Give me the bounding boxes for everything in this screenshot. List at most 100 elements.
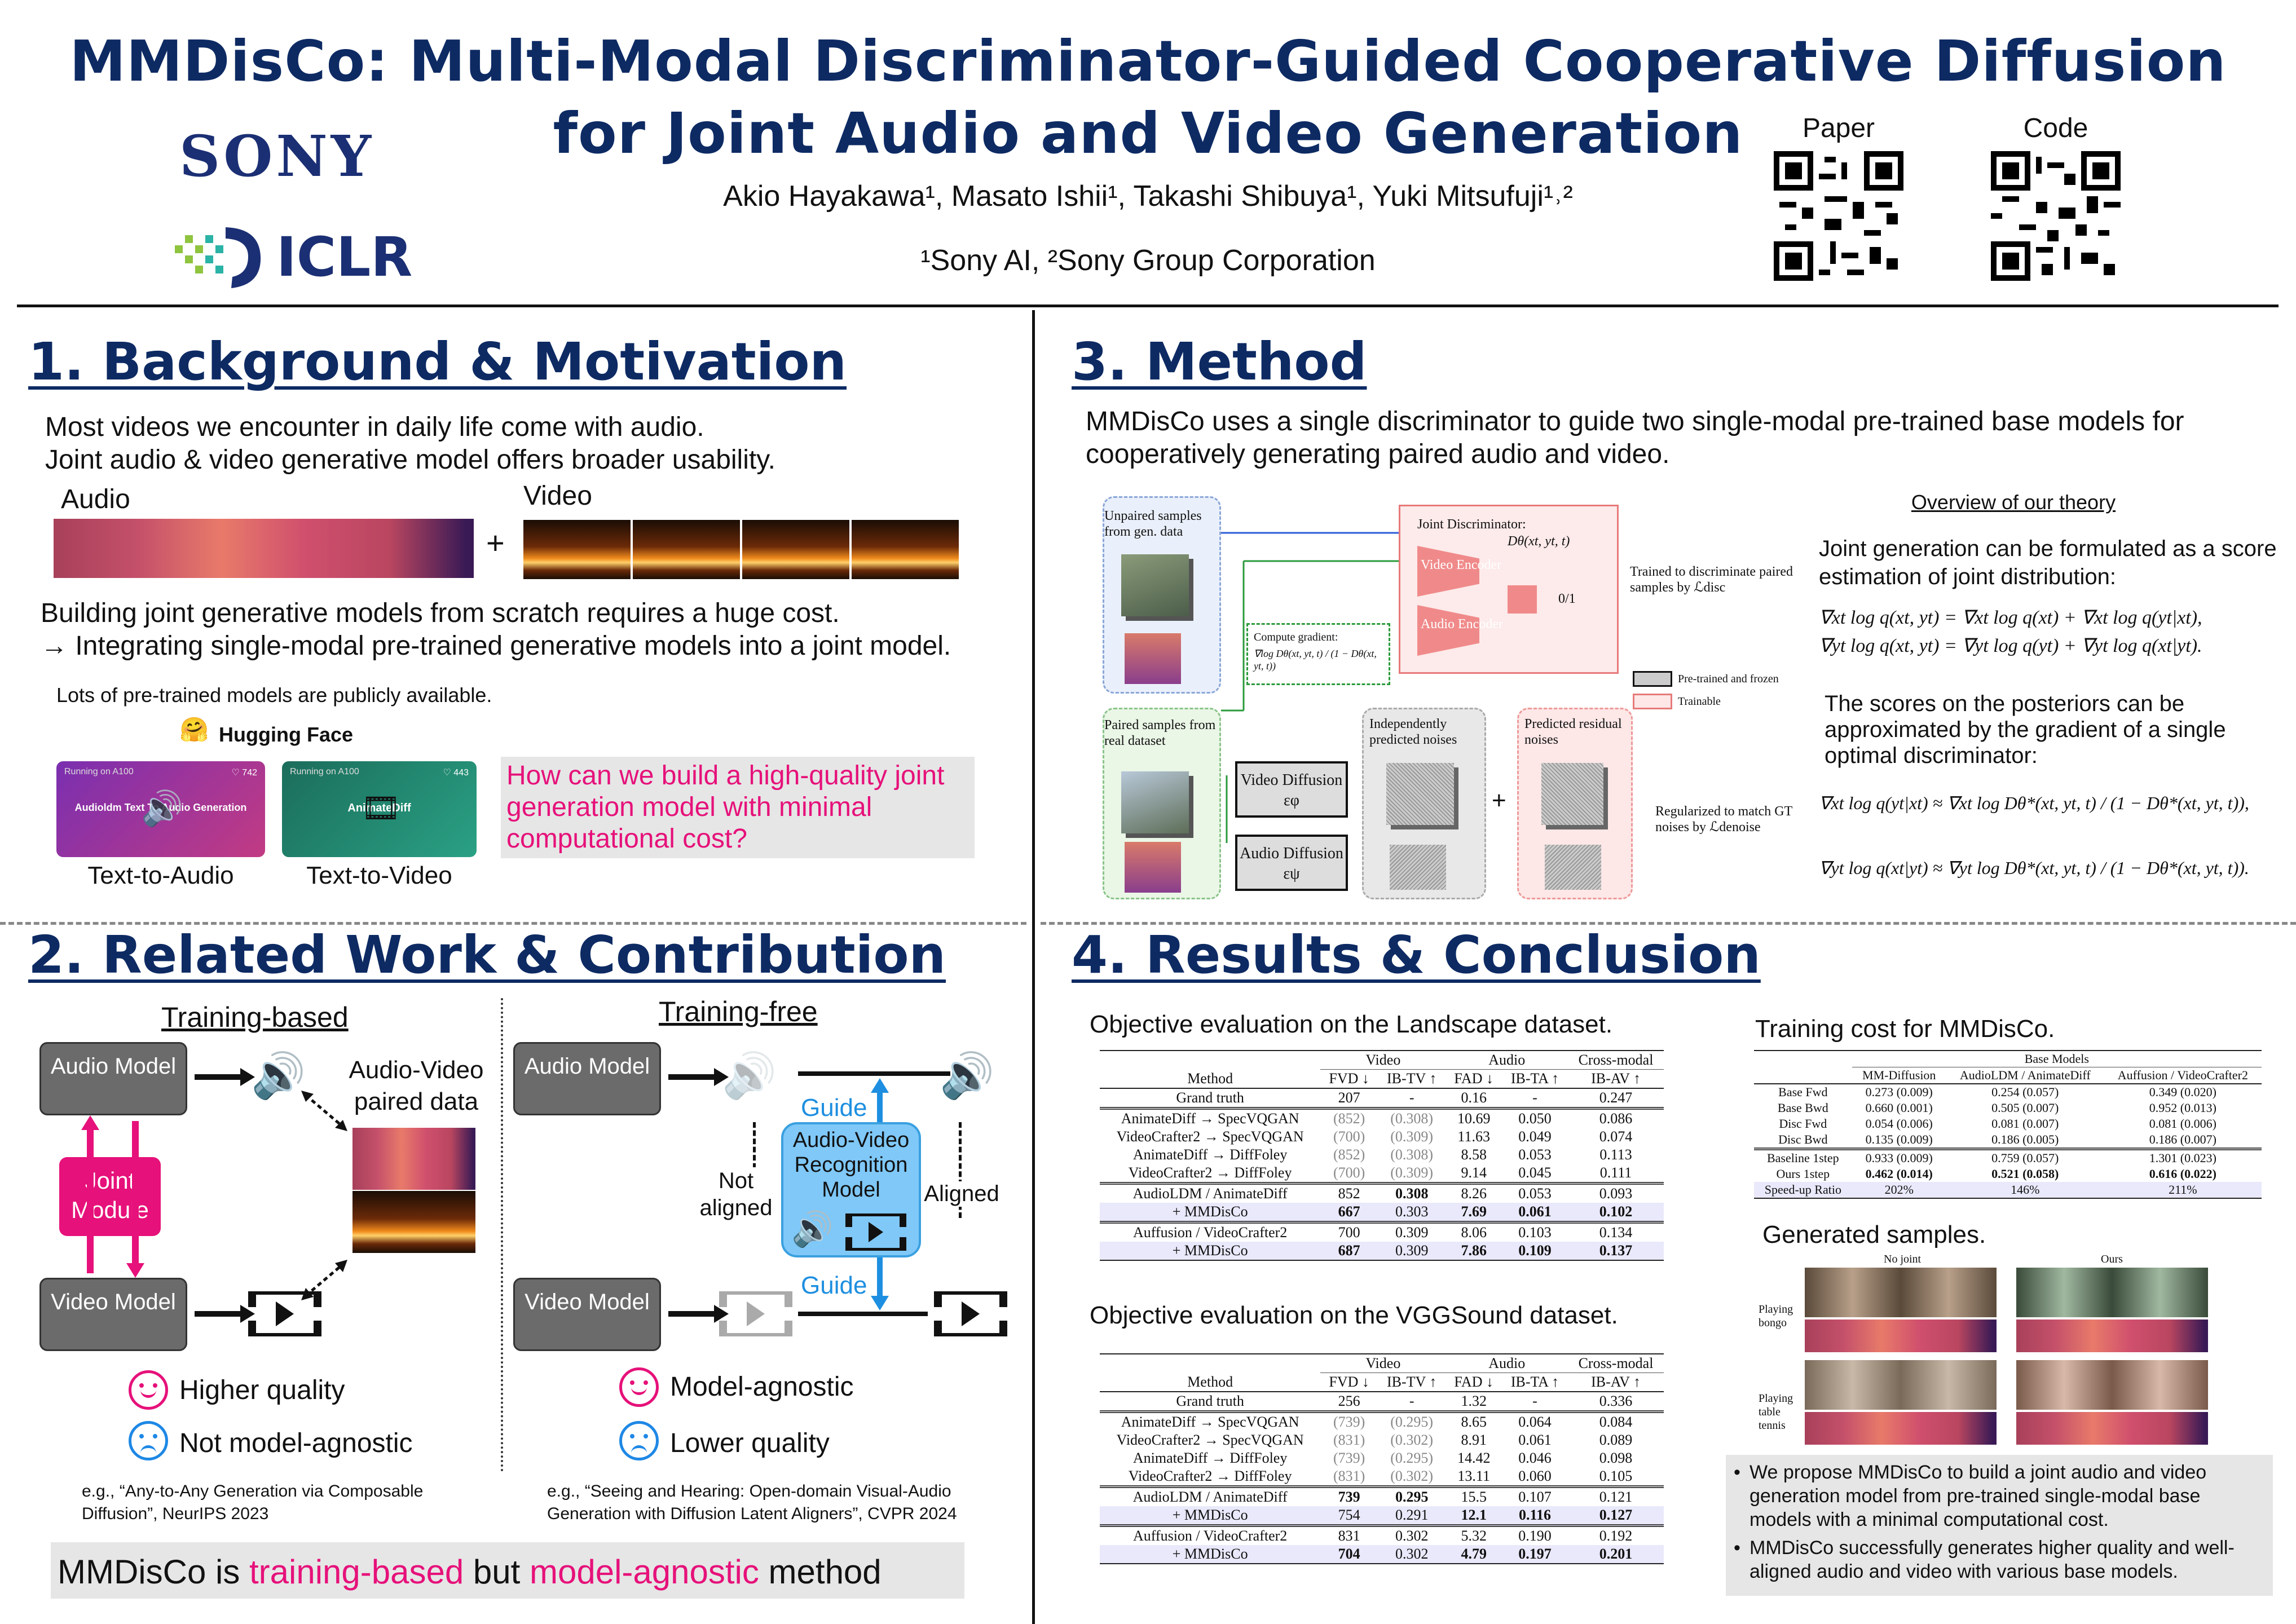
code-qr-code[interactable] xyxy=(1991,151,2121,281)
right-happy-face-icon xyxy=(619,1367,659,1407)
right-sad-face-icon xyxy=(619,1421,659,1460)
table-cell: 0.054 (0.006) xyxy=(1865,1116,1933,1131)
recognition-speaker-icon: 🔊 xyxy=(791,1210,834,1248)
table-header-cell: IB-AV ↑ xyxy=(1591,1070,1641,1087)
right-audio-arrow xyxy=(668,1068,729,1086)
table-cell: AnimateDiff → DiffFoley xyxy=(1132,1450,1288,1466)
table-cell: 0.308 xyxy=(1377,1182,1446,1203)
right-video-film-icon xyxy=(934,1291,1007,1336)
table-cell: 0.295 xyxy=(1377,1485,1446,1506)
table-cell: 4.79 xyxy=(1446,1545,1502,1564)
table-cell: Grand truth xyxy=(1100,1391,1321,1412)
table-cell: 739 xyxy=(1320,1485,1378,1506)
table-cell: 0.291 xyxy=(1377,1506,1446,1526)
noise-plus-sign: + xyxy=(1492,787,1506,814)
table-cell: 0.660 (0.001) xyxy=(1865,1101,1933,1115)
bongo-ours-audio xyxy=(2016,1320,2208,1352)
table-cell: - xyxy=(1501,1391,1568,1412)
table-cell: Auffusion / VideoCrafter2 xyxy=(1100,1221,1321,1242)
table-cell: 0.093 xyxy=(1568,1182,1664,1203)
table-cell: 0.247 xyxy=(1568,1088,1664,1109)
table-cell: 0.952 (0.013) xyxy=(2149,1101,2216,1115)
table-cell: 0.107 xyxy=(1501,1485,1568,1506)
header-divider xyxy=(17,304,2279,307)
table-cell: 0.045 xyxy=(1518,1164,1552,1181)
table-cell: 0.061 xyxy=(1501,1203,1568,1223)
ours-label: Ours xyxy=(2101,1253,2123,1265)
video-frame-3 xyxy=(742,520,849,579)
summary-post: method xyxy=(759,1553,882,1591)
s1-cost-line2: → Integrating single-modal pre-trained g… xyxy=(41,631,951,661)
paired-data-label: Audio-Video paired data xyxy=(349,1056,484,1115)
unpaired-samples-box: Unpaired samples from gen. data xyxy=(1103,496,1221,694)
right-speaker-icon: 🔊 xyxy=(940,1051,995,1100)
table-row: VideoCrafter2 → SpecVQGAN (831) (0.302) 8.9… xyxy=(1100,1431,1664,1449)
table-cell: 0.186 (0.007) xyxy=(2149,1132,2216,1146)
qr-paper-label: Paper xyxy=(1802,113,1875,143)
summary-mid: but xyxy=(464,1553,530,1591)
table-cell: 1.301 (0.023) xyxy=(2104,1148,2262,1166)
right-video-faded-film-icon xyxy=(719,1291,792,1336)
hf-card-text-to-audio[interactable]: Running on A100 ♡ 742 Audioldm Text To A… xyxy=(56,761,265,857)
table-cell: 0.303 xyxy=(1377,1203,1446,1223)
theory-heading: Overview of our theory xyxy=(1911,491,2116,514)
s1-intro-line1: Most videos we encounter in daily life c… xyxy=(45,412,704,442)
left-section-divider xyxy=(0,922,1026,925)
table-cell: 700 xyxy=(1320,1221,1378,1242)
hf-card-text-to-video[interactable]: Running on A100 ♡ 443 AnimateDiff 🎞 xyxy=(282,761,477,857)
summary-pre: MMDisCo is xyxy=(58,1553,249,1591)
table-cell: 0.084 xyxy=(1568,1410,1664,1431)
poster-title-line1: MMDisCo: Multi-Modal Discriminator-Guide… xyxy=(69,28,2227,94)
related-work-divider xyxy=(501,998,503,1472)
table-row: AnimateDiff → SpecVQGAN (739) (0.295) 8.65 0… xyxy=(1100,1410,1664,1431)
table-cell: 0.061 xyxy=(1518,1432,1552,1448)
video-frame-4 xyxy=(852,520,959,579)
guide-down-arrow xyxy=(871,1257,889,1310)
table-cell: (0.295) xyxy=(1390,1450,1434,1466)
table-cell: 0.309 xyxy=(1377,1221,1446,1242)
table-cell: 8.06 xyxy=(1446,1221,1502,1242)
table-cell: (0.309) xyxy=(1390,1164,1434,1181)
table-cell: 0.074 xyxy=(1599,1128,1633,1145)
table-cell: 0.127 xyxy=(1568,1506,1664,1526)
table-row: AudioLDM / AnimateDiff 739 0.295 15.5 0.107 0… xyxy=(1100,1485,1664,1506)
table-cell: Baseline 1step xyxy=(1754,1148,1852,1166)
paired-spectrogram xyxy=(352,1128,475,1190)
table-cell: 0.116 xyxy=(1501,1506,1568,1526)
theory-p2: The scores on the posteriors can be appr… xyxy=(1825,691,2226,768)
question-box: How can we build a high-quality joint ge… xyxy=(501,757,975,858)
audio-label: Audio xyxy=(61,484,130,514)
paired-video-frame xyxy=(352,1191,475,1253)
table-cell: 0.049 xyxy=(1518,1128,1552,1145)
iclr-logo-mark xyxy=(169,223,265,290)
table-cell: - xyxy=(1377,1088,1446,1109)
unpaired-label: Unpaired samples from gen. data xyxy=(1104,509,1202,539)
hugging-face-label: Hugging Face xyxy=(219,723,354,746)
audio-encoder-label: Audio Encoder xyxy=(1421,617,1503,632)
table-row: Speed-up Ratio 202% 146% 211% xyxy=(1754,1182,2262,1198)
card1-likes: ♡ 742 xyxy=(231,768,257,778)
table-cell: - xyxy=(1377,1391,1446,1412)
guide-label-top: Guide xyxy=(801,1094,867,1122)
card2-likes: ♡ 443 xyxy=(443,768,469,778)
tennis-ours-audio xyxy=(2016,1412,2208,1445)
right-section-divider xyxy=(1041,922,2296,925)
card2-running: Running on A100 xyxy=(290,767,359,776)
table-cell: 0.050 xyxy=(1501,1107,1568,1128)
table-cell: 202% xyxy=(1852,1182,1946,1198)
table-cell: 0.086 xyxy=(1568,1107,1664,1128)
table-cell: 7.86 xyxy=(1446,1242,1502,1260)
paper-qr-code[interactable] xyxy=(1774,151,1903,281)
table-cell: Base Bwd xyxy=(1777,1101,1828,1115)
table-header-cell: FVD ↓ xyxy=(1329,1374,1369,1390)
bullet2-marker: • xyxy=(1734,1537,1740,1559)
authors: Akio Hayakawa¹, Masato Ishii¹, Takashi S… xyxy=(723,180,1573,213)
right-speaker-faded-icon: 🔊 xyxy=(722,1051,777,1100)
table-header-cell: IB-TV ↑ xyxy=(1387,1070,1437,1087)
table-cell: 0.103 xyxy=(1501,1221,1568,1242)
table-cell: 687 xyxy=(1320,1242,1378,1260)
joint-disc-label: Joint Discriminator: xyxy=(1417,517,1526,532)
row1-label: Playing bongo xyxy=(1759,1303,1793,1329)
table-group-cell: Audio xyxy=(1446,1353,1568,1373)
table-group-cell: Audio xyxy=(1446,1050,1568,1070)
